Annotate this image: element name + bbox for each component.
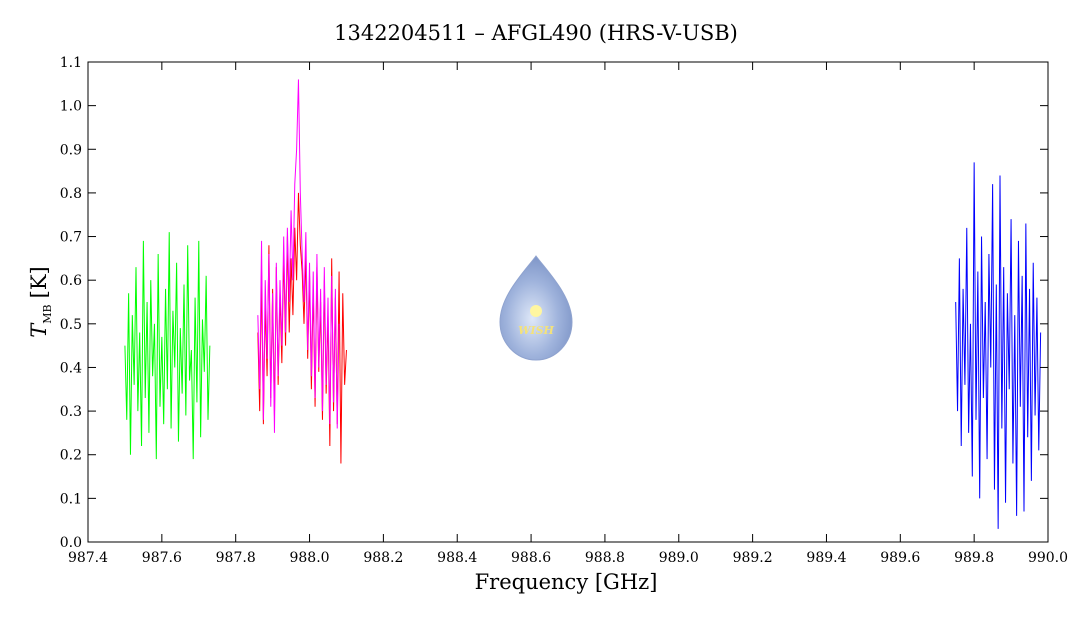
x-tick-label: 988.6: [511, 550, 551, 566]
spectrum-line: [257, 192, 347, 464]
logo-star: [530, 305, 542, 317]
x-tick-label: 990.0: [1028, 550, 1068, 566]
chart-title: 1342204511 – AFGL490 (HRS-V-USB): [334, 21, 738, 45]
spectrum-line: [955, 162, 1042, 529]
x-tick-label: 989.6: [880, 550, 920, 566]
y-tick-label: 1.1: [60, 55, 82, 71]
y-tick-label: 0.0: [60, 535, 82, 551]
y-label-subscript: MB: [41, 304, 54, 323]
y-tick-label: 0.1: [60, 491, 82, 507]
x-tick-label: 989.4: [806, 550, 846, 566]
plot-frame: [87, 61, 1049, 543]
y-tick-label: 0.3: [60, 404, 82, 420]
x-tick-label: 988.8: [585, 550, 625, 566]
y-tick-label: 0.7: [60, 230, 82, 246]
x-tick-label: 987.4: [68, 550, 108, 566]
y-axis-label: TMB [K]: [27, 266, 54, 337]
y-tick-label: 1.0: [60, 99, 82, 115]
spectrum-line: [257, 79, 340, 433]
y-tick-label: 0.6: [60, 273, 82, 289]
x-tick-label: 988.4: [437, 550, 477, 566]
y-label-unit: [K]: [27, 266, 51, 298]
y-label-symbol: T: [27, 322, 51, 338]
x-tick-label: 987.8: [216, 550, 256, 566]
x-tick-label: 989.2: [733, 550, 773, 566]
x-tick-label: 988.0: [289, 550, 329, 566]
y-tick-label: 0.8: [60, 186, 82, 202]
y-tick-label: 0.2: [60, 448, 82, 464]
x-axis-label: Frequency [GHz]: [475, 570, 658, 594]
x-tick-label: 989.8: [954, 550, 994, 566]
x-tick-label: 987.6: [142, 550, 182, 566]
logo: WISH: [499, 255, 573, 361]
x-tick-label: 988.2: [363, 550, 403, 566]
y-tick-label: 0.4: [60, 360, 82, 376]
y-tick-label: 0.5: [60, 317, 82, 333]
x-tick-label: 989.0: [659, 550, 699, 566]
spectrum-line: [124, 232, 211, 460]
logo-text: WISH: [518, 324, 554, 337]
y-tick-label: 0.9: [60, 142, 82, 158]
